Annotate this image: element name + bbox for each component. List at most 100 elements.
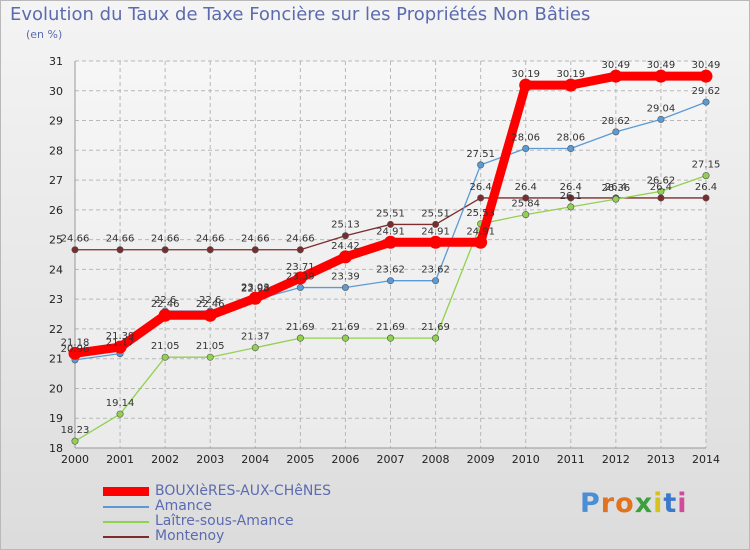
data-label: 25.51: [376, 208, 405, 219]
data-label: 26.4: [605, 182, 627, 193]
data-label: 22.46: [196, 299, 225, 310]
data-label: 28.06: [556, 133, 585, 144]
data-label: 28.62: [602, 116, 631, 127]
data-point: [341, 334, 349, 342]
data-label: 24.66: [286, 234, 315, 245]
y-tick-label: 19: [49, 412, 63, 425]
data-point: [609, 69, 623, 83]
data-point: [296, 284, 304, 292]
data-label: 30.49: [692, 60, 721, 71]
data-label: 25.84: [511, 199, 540, 210]
data-point: [161, 246, 169, 254]
data-point: [654, 69, 668, 83]
data-label: 26.62: [647, 175, 676, 186]
x-tick-label: 2003: [196, 453, 224, 466]
data-label: 21.69: [376, 322, 405, 333]
data-point: [657, 115, 665, 123]
data-label: 22.6: [199, 295, 221, 306]
data-point: [384, 235, 397, 249]
data-label: 27.51: [466, 149, 495, 160]
data-point: [203, 308, 217, 322]
legend-label: Montenoy: [155, 528, 225, 544]
data-point: [567, 194, 575, 202]
data-label: 26.4: [560, 182, 582, 193]
data-point: [522, 211, 530, 219]
data-label: 28.06: [511, 133, 540, 144]
data-label: 23.39: [286, 272, 315, 283]
data-label: 25.13: [331, 220, 360, 231]
data-label: 21.69: [421, 322, 450, 333]
data-label: 26.4: [695, 182, 717, 193]
y-tick-label: 25: [49, 234, 63, 247]
data-point: [657, 194, 665, 202]
y-tick-label: 26: [49, 204, 63, 217]
data-point: [429, 235, 443, 249]
data-point: [567, 145, 575, 153]
data-label: 29.62: [692, 86, 721, 97]
data-label: 21.69: [286, 322, 315, 333]
data-point: [206, 246, 214, 254]
data-point: [116, 410, 124, 418]
data-point: [386, 334, 394, 342]
data-point: [657, 187, 665, 195]
data-label: 24.66: [241, 234, 270, 245]
logo-letter: o: [615, 488, 635, 519]
data-label: 30.49: [602, 60, 631, 71]
x-tick-label: 2009: [467, 453, 495, 466]
y-tick-label: 20: [49, 382, 63, 395]
data-label: 24.91: [376, 226, 405, 237]
y-tick-label: 31: [49, 55, 63, 68]
data-point: [567, 203, 575, 211]
data-point: [113, 340, 127, 354]
data-label: 24.42: [331, 241, 360, 252]
unit-label: (en %): [26, 28, 63, 41]
data-label: 18.23: [61, 425, 90, 436]
x-tick-label: 2001: [106, 453, 134, 466]
data-point: [702, 98, 710, 106]
legend-swatch: [103, 521, 149, 523]
data-label: 24.66: [61, 234, 90, 245]
x-tick-label: 2010: [512, 453, 540, 466]
data-label: 23.39: [331, 272, 360, 283]
data-label: 24.91: [421, 226, 450, 237]
data-point: [251, 246, 259, 254]
data-label: 22.98: [241, 284, 270, 295]
x-tick-label: 2002: [151, 453, 179, 466]
data-label: 26.4: [515, 182, 537, 193]
data-point: [71, 437, 79, 445]
data-label: 23.62: [421, 265, 450, 276]
data-point: [386, 277, 394, 285]
data-point: [206, 353, 214, 361]
data-point: [612, 128, 620, 136]
data-label: 23.03: [241, 282, 270, 293]
data-label: 21.69: [331, 322, 360, 333]
y-tick-label: 29: [49, 115, 63, 128]
y-tick-label: 23: [49, 293, 63, 306]
data-label: 25.51: [421, 208, 450, 219]
data-label: 21.37: [241, 332, 270, 343]
data-label: 27.15: [692, 160, 721, 171]
data-label: 19.14: [106, 398, 135, 409]
data-point: [702, 172, 710, 180]
y-tick-label: 24: [49, 263, 63, 276]
x-tick-label: 2008: [422, 453, 450, 466]
x-tick-label: 2014: [692, 453, 720, 466]
data-point: [116, 246, 124, 254]
chart-title: Evolution du Taux de Taxe Foncière sur l…: [10, 4, 591, 25]
data-label: 21.18: [61, 337, 90, 348]
x-tick-label: 2007: [377, 453, 405, 466]
logo-letter: x: [634, 488, 654, 519]
data-label: 30.49: [647, 60, 676, 71]
data-point: [251, 344, 259, 352]
x-tick-label: 2011: [557, 453, 585, 466]
data-point: [612, 195, 620, 203]
data-point: [293, 271, 307, 285]
data-label: 26.4: [470, 182, 492, 193]
data-label: 26.4: [650, 182, 672, 193]
y-tick-label: 21: [49, 353, 63, 366]
logo-letter: i: [677, 488, 688, 519]
data-point: [161, 353, 169, 361]
y-tick-label: 30: [49, 85, 63, 98]
data-point: [477, 194, 485, 202]
